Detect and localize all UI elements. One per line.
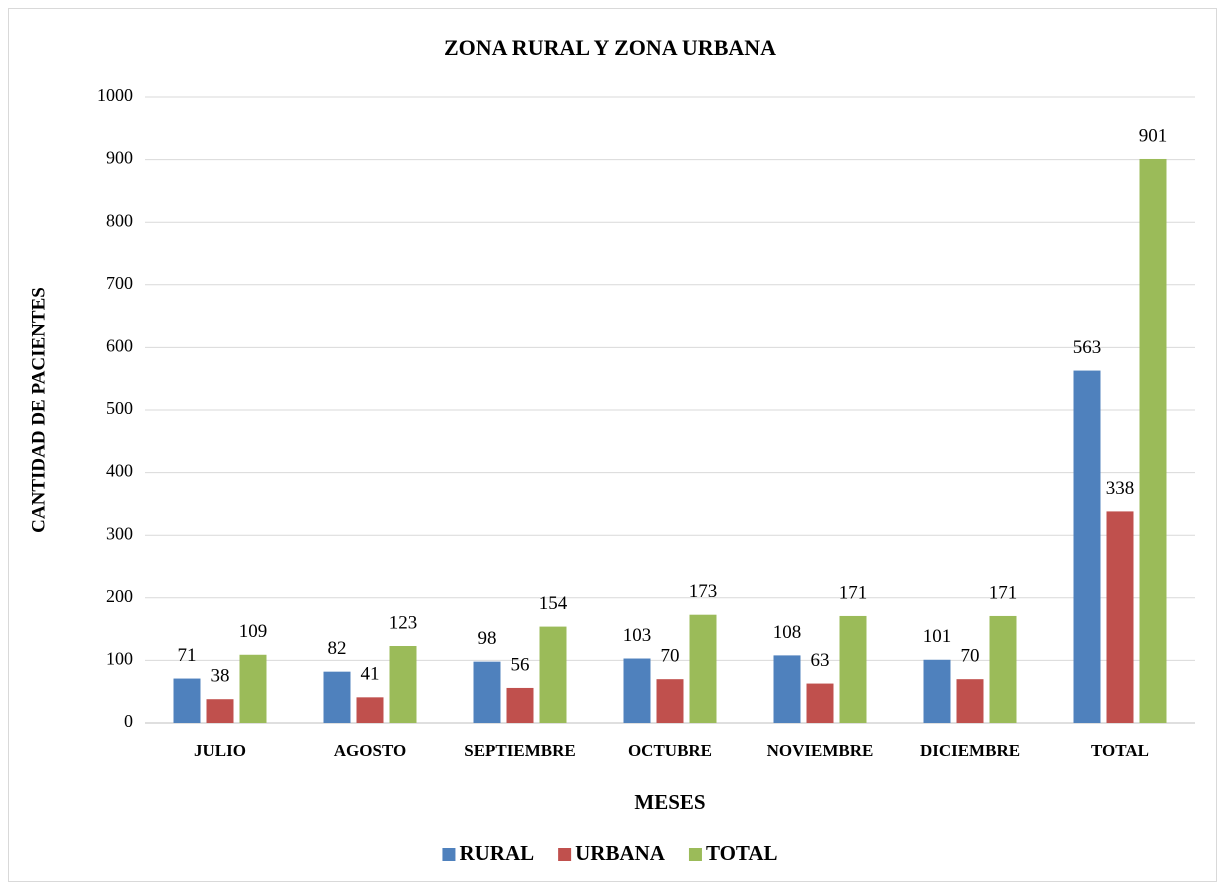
- bar: [389, 646, 417, 723]
- data-label: 71: [178, 645, 197, 666]
- bar: [1073, 370, 1101, 723]
- x-axis-title: MESES: [634, 790, 705, 814]
- bar: [806, 683, 834, 723]
- y-tick-label: 900: [106, 148, 133, 168]
- y-tick-label: 800: [106, 210, 133, 230]
- bar: [206, 699, 234, 723]
- bar: [239, 654, 267, 723]
- bar: [1106, 511, 1134, 723]
- legend-label: RURAL: [459, 841, 534, 865]
- bar: [323, 671, 351, 723]
- x-tick-label: JULIO: [194, 741, 246, 760]
- y-axis-title: CANTIDAD DE PACIENTES: [28, 287, 49, 533]
- bar: [773, 655, 801, 723]
- y-tick-label: 100: [106, 649, 133, 669]
- data-label: 563: [1073, 337, 1102, 358]
- x-tick-label: SEPTIEMBRE: [464, 741, 575, 760]
- data-label: 103: [623, 625, 652, 646]
- data-label: 154: [539, 593, 568, 614]
- data-label: 173: [689, 581, 718, 602]
- data-label: 82: [328, 638, 347, 659]
- bar: [356, 697, 384, 723]
- data-label: 98: [478, 628, 497, 649]
- y-tick-label: 700: [106, 273, 133, 293]
- data-label: 171: [839, 582, 868, 603]
- y-tick-label: 400: [106, 461, 133, 481]
- data-label: 101: [923, 626, 952, 647]
- bar: [473, 661, 501, 723]
- data-label: 56: [511, 654, 530, 675]
- data-label: 70: [961, 646, 980, 667]
- bar: [839, 615, 867, 723]
- chart-title: ZONA RURAL Y ZONA URBANA: [444, 35, 776, 60]
- bar: [506, 687, 534, 723]
- bar: [1139, 158, 1167, 723]
- y-tick-label: 300: [106, 523, 133, 543]
- y-tick-label: 200: [106, 586, 133, 606]
- legend-label: TOTAL: [706, 841, 778, 865]
- bar: [623, 658, 651, 723]
- legend-swatch: [558, 848, 572, 861]
- legend-swatch: [688, 848, 702, 861]
- legend: RURAL URBANA TOTAL: [442, 841, 778, 865]
- data-label: 171: [989, 582, 1018, 603]
- chart-border: [8, 8, 1217, 882]
- data-label: 901: [1139, 125, 1168, 146]
- x-tick-label: TOTAL: [1091, 741, 1149, 760]
- data-label: 109: [239, 621, 268, 642]
- bar: [689, 614, 717, 723]
- data-label: 38: [211, 666, 230, 687]
- bar: [173, 678, 201, 723]
- x-tick-label: DICIEMBRE: [920, 741, 1020, 760]
- x-tick-label: AGOSTO: [334, 741, 406, 760]
- data-label: 108: [773, 622, 802, 643]
- y-tick-label: 1000: [97, 85, 133, 105]
- data-label: 41: [361, 664, 380, 685]
- x-tick-label: NOVIEMBRE: [767, 741, 874, 760]
- y-tick-label: 500: [106, 398, 133, 418]
- data-label: 63: [811, 650, 830, 671]
- y-tick-label: 600: [106, 336, 133, 356]
- x-tick-label: OCTUBRE: [628, 741, 712, 760]
- data-label: 70: [661, 646, 680, 667]
- bar: [539, 626, 567, 723]
- bar: [989, 615, 1017, 723]
- bar: [956, 679, 984, 723]
- y-tick-label: 0: [124, 711, 133, 731]
- legend-label: URBANA: [575, 841, 666, 865]
- data-label: 123: [389, 612, 418, 633]
- bar: [923, 659, 951, 723]
- data-label: 338: [1106, 478, 1135, 499]
- bar: [656, 679, 684, 723]
- legend-swatch: [442, 848, 456, 861]
